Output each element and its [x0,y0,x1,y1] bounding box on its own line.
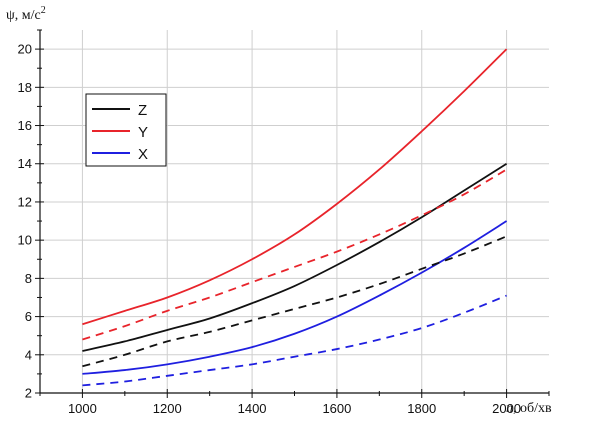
tick-marks [35,29,550,398]
legend-label-z: Z [138,102,147,119]
x-axis-symbol: n [506,401,513,416]
tick-labels: 2 4 6 8 10 12 14 16 18 20 1000 1200 1400 1600 1800 2000 [18,42,522,416]
x-tick-label: 1400 [238,401,267,416]
series-lines [82,48,508,387]
y-tick-label: 2 [25,386,32,401]
y-tick-label: 6 [25,309,32,324]
y-tick-label: 12 [18,194,32,209]
y-axis-symbol: ψ [6,8,15,23]
y-axis-separator: , [15,8,22,23]
y-tick-label: 18 [18,80,32,95]
x-tick-label: 1600 [322,401,351,416]
series-line-y-solid [82,48,508,326]
y-tick-label: 20 [18,42,32,57]
series-line-dashed-3-dashed [82,168,508,341]
y-tick-label: 16 [18,118,32,133]
y-axis-unit-superscript: 2 [41,5,46,16]
grid [40,30,549,394]
y-tick-label: 14 [18,156,32,171]
x-tick-label: 1200 [153,401,182,416]
legend-label-x: X [138,146,148,163]
legend-label-y: Y [138,124,148,141]
x-axis-unit: об/хв [520,401,552,416]
y-axis-unit: м/с [22,8,41,23]
y-tick-label: 10 [18,233,32,248]
series-line-dashed-5-dashed [82,294,507,387]
legend: ZYX [85,93,167,167]
axes [39,30,549,394]
series-line-z-solid [82,162,508,352]
series-line-x-solid [82,220,508,375]
x-tick-label: 1800 [407,401,436,416]
x-axis-label: n, об/хв [506,401,552,416]
y-tick-label: 4 [25,347,32,362]
x-axis-separator: , [513,401,520,416]
series-line-dashed-4-dashed [82,235,507,368]
x-tick-label: 2000 [492,401,521,416]
y-tick-label: 8 [25,271,32,286]
x-tick-label: 1000 [68,401,97,416]
y-axis-label: ψ, м/с2 [6,5,46,23]
